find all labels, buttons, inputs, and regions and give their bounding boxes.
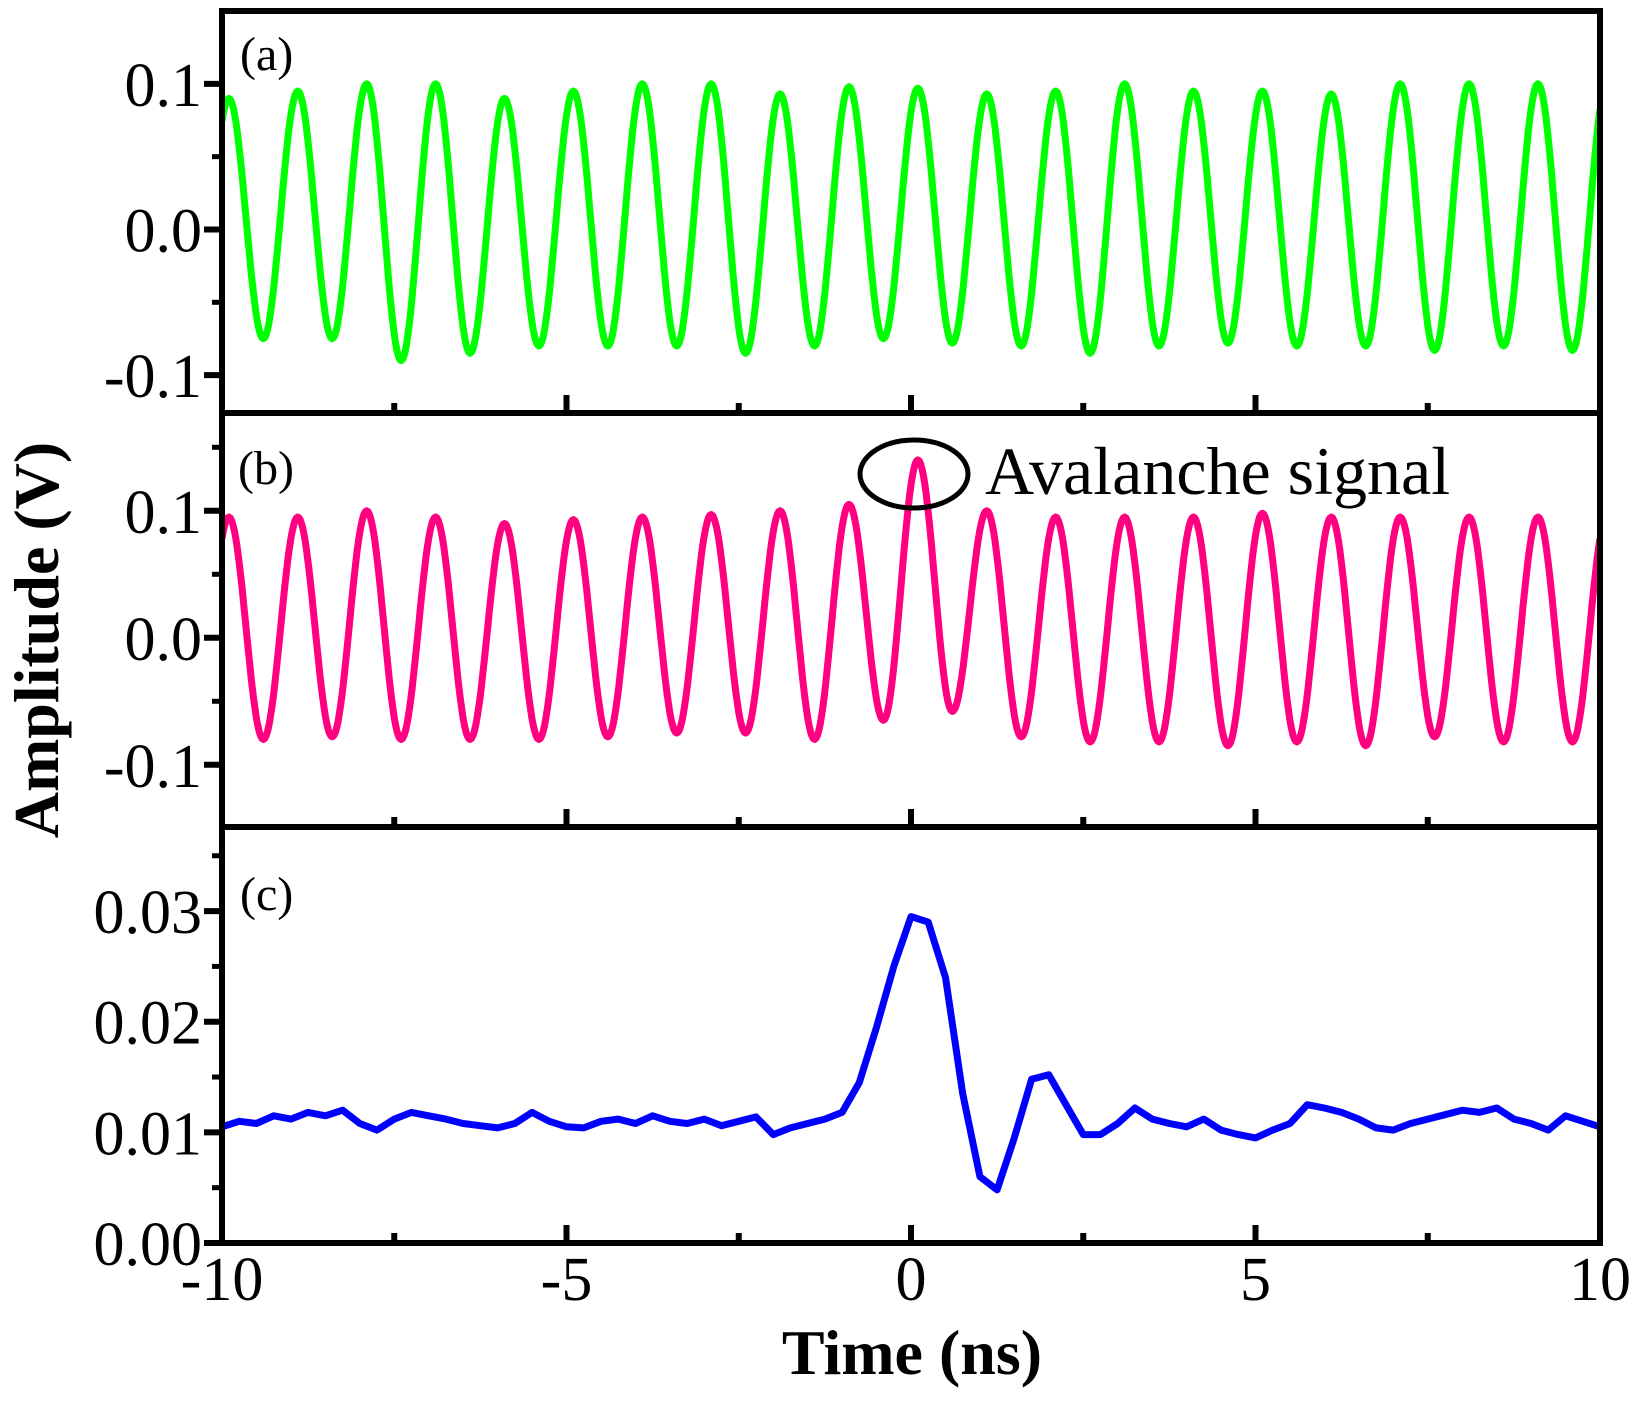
avalanche-annotation-label: Avalanche signal xyxy=(985,433,1450,509)
y-tick-label: -0.1 xyxy=(104,343,202,411)
x-tick-label: -10 xyxy=(181,1246,264,1314)
y-tick-label: 0.0 xyxy=(125,197,203,265)
panel-label-a: (a) xyxy=(240,28,293,81)
y-tick-label: 0.02 xyxy=(94,990,203,1058)
series-line-a xyxy=(222,80,1600,365)
y-tick-label: -0.1 xyxy=(104,733,202,801)
panel-label-b: (b) xyxy=(238,442,294,495)
y-axis-title: Amplitude (V) xyxy=(1,442,72,838)
y-tick-label: 0.00 xyxy=(94,1211,203,1279)
x-tick-label: 0 xyxy=(896,1246,927,1314)
y-tick-label: 0.0 xyxy=(125,606,203,674)
panel-frame-c xyxy=(219,824,1603,1246)
x-tick-label: -5 xyxy=(541,1246,593,1314)
y-tick-label: 0.1 xyxy=(125,479,203,547)
x-tick-label: 10 xyxy=(1569,1246,1631,1314)
y-tick-label: 0.01 xyxy=(94,1100,203,1168)
x-tick-label: 5 xyxy=(1240,1246,1271,1314)
series-line-c xyxy=(222,913,1600,1194)
panel-frame-a xyxy=(219,8,1603,416)
panel-label-c: (c) xyxy=(240,868,293,921)
avalanche-annotation-ellipse xyxy=(857,437,971,511)
y-tick-label: 0.03 xyxy=(94,879,203,947)
y-tick-label: 0.1 xyxy=(125,52,203,120)
x-axis-title: Time (ns) xyxy=(782,1317,1042,1388)
series-line-b xyxy=(222,456,1600,750)
